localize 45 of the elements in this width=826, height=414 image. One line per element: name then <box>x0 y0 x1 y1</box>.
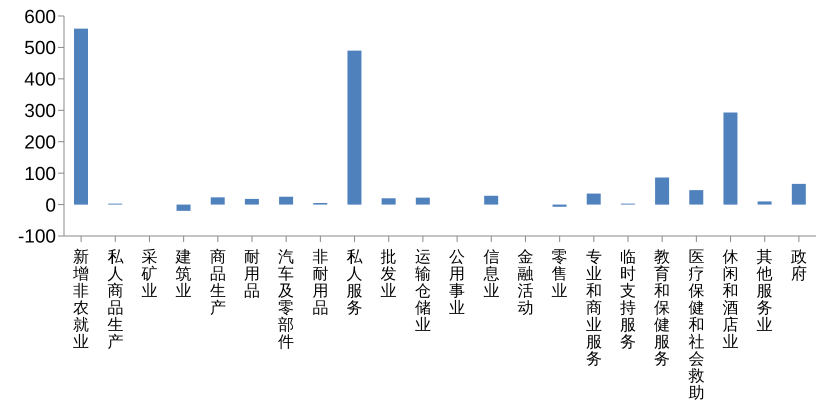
x-tick-label: 政府 <box>790 247 807 283</box>
x-tick-label: 公用事业 <box>449 247 466 317</box>
x-tick-label: 金融活动 <box>517 247 534 317</box>
bar <box>586 194 601 205</box>
y-tick-label: 300 <box>24 101 56 122</box>
x-tick-label: 耐用品 <box>244 247 260 300</box>
x-tick-label: 私人服务 <box>346 247 364 317</box>
y-tick-label: 0 <box>45 195 56 216</box>
x-tick-label: 教育和保健服务 <box>654 247 670 368</box>
bar <box>484 196 498 205</box>
bar <box>74 28 88 205</box>
x-tick-label: 专业和商业服务 <box>586 247 602 368</box>
bar <box>176 204 191 211</box>
bar <box>723 112 738 205</box>
x-tick-label: 批发业 <box>380 247 397 300</box>
x-tick-label: 非耐用品 <box>312 247 328 317</box>
bar <box>689 190 704 205</box>
bar <box>416 198 430 205</box>
x-tick-label: 其他服务业 <box>756 247 773 334</box>
x-tick-label: 采矿业 <box>140 247 158 300</box>
bar <box>347 50 362 205</box>
bar <box>655 178 670 205</box>
y-tick-label: 600 <box>24 6 56 28</box>
bar <box>382 198 396 205</box>
bar <box>210 197 225 205</box>
y-tick-label: -100 <box>18 226 56 248</box>
x-tick-label: 临时支持服务 <box>620 247 636 351</box>
x-tick-label: 信息业 <box>482 247 500 300</box>
y-tick-label: 500 <box>24 38 56 60</box>
x-tick-label: 休闲和酒店业 <box>722 247 739 351</box>
x-tick-label: 商品生产 <box>210 247 226 317</box>
y-tick-label: 200 <box>24 132 56 154</box>
x-tick-label: 零售业 <box>552 247 568 300</box>
y-tick-label: 400 <box>24 70 56 91</box>
bar <box>279 196 294 205</box>
bar <box>792 184 806 205</box>
bar <box>244 198 259 205</box>
x-tick-label: 运输仓储业 <box>414 247 431 334</box>
y-tick-label: 100 <box>24 164 56 185</box>
bar <box>758 201 772 205</box>
x-tick-label: 私人商品生产 <box>107 247 124 351</box>
x-tick-label: 新增非农就业 <box>72 247 90 351</box>
x-tick-label: 建筑业 <box>174 247 192 300</box>
x-tick-label: 汽车及零部件 <box>278 247 294 351</box>
category-label: 医疗保健和社会救助 <box>688 247 704 402</box>
